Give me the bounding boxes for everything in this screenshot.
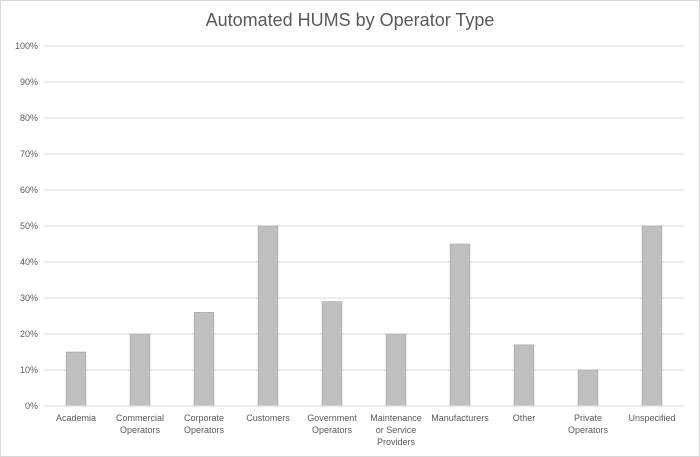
y-tick-label: 10% (20, 365, 38, 375)
x-tick-label: Private Operators (568, 413, 609, 435)
x-tick-label: Academia (56, 413, 96, 423)
x-tick-label: Commercial Operators (116, 413, 164, 435)
y-tick-label: 70% (20, 149, 38, 159)
y-tick-label: 0% (25, 401, 38, 411)
bar (193, 312, 215, 407)
x-tick-label: Customers (246, 413, 290, 423)
y-tick-label: 40% (20, 257, 38, 267)
bar (449, 243, 471, 407)
bar (321, 301, 343, 407)
bar (65, 351, 87, 407)
y-tick-label: 20% (20, 329, 38, 339)
y-tick-label: 60% (20, 185, 38, 195)
x-tick-label: Other (513, 413, 536, 423)
x-tick-label: Manufacturers (431, 413, 489, 423)
bar (257, 225, 279, 407)
x-tick-label: Maintenance or Service Providers (370, 413, 422, 447)
y-tick-label: 80% (20, 113, 38, 123)
y-tick-label: 30% (20, 293, 38, 303)
y-tick-label: 90% (20, 77, 38, 87)
y-tick-label: 100% (15, 41, 38, 51)
bar (513, 344, 535, 407)
x-tick-label: Corporate Operators (184, 413, 225, 435)
y-tick-label: 50% (20, 221, 38, 231)
bar (129, 333, 151, 407)
x-tick-label: Government Operators (307, 413, 357, 435)
x-tick-label: Unspecified (628, 413, 675, 423)
bar (641, 225, 663, 407)
chart-title: Automated HUMS by Operator Type (205, 10, 495, 30)
bar (385, 333, 407, 407)
bar (577, 369, 599, 407)
